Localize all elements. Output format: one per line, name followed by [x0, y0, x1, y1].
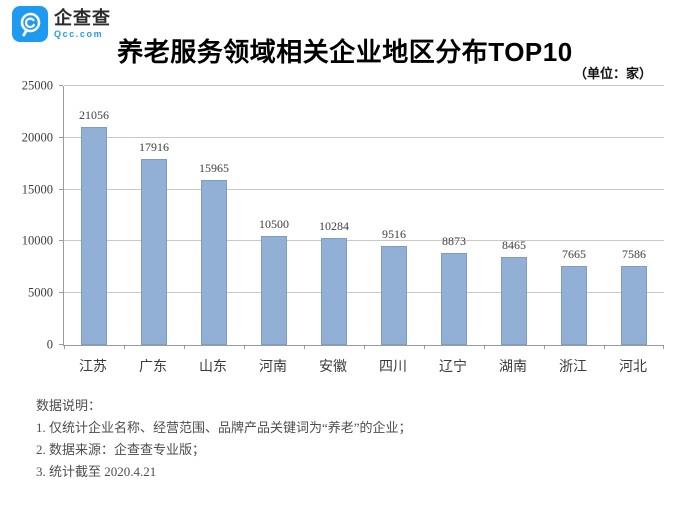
x-axis-category-label: 辽宁 — [439, 360, 467, 375]
logo-text: 企查查 Qcc.com — [54, 9, 111, 39]
bar-value-label: 10500 — [259, 217, 289, 232]
bar-value-label: 7665 — [562, 246, 586, 261]
x-axis-tick — [484, 345, 485, 349]
y-axis-tick — [59, 136, 63, 138]
qcc-magnifier-icon — [12, 6, 48, 42]
footnotes: 数据说明： 1. 仅统计企业名称、经营范围、品牌产品关键词为“养老”的企业； 2.… — [36, 395, 412, 483]
footnote-line: 1. 仅统计企业名称、经营范围、品牌产品关键词为“养老”的企业； — [36, 420, 412, 435]
gridline — [64, 240, 664, 242]
bar — [381, 246, 407, 345]
bar — [261, 236, 287, 345]
y-axis-tick — [59, 85, 63, 86]
bar — [81, 126, 107, 345]
gridline — [64, 188, 664, 190]
x-axis-category-label: 四川 — [379, 360, 407, 375]
x-axis-category-label: 山东 — [199, 360, 227, 375]
bar-value-label: 15965 — [199, 160, 229, 175]
plot-area: 21056 17916 15965 10500 10284 9516 8873 8465 766… — [59, 85, 664, 349]
footnote-lines: 1. 仅统计企业名称、经营范围、品牌产品关键词为“养老”的企业； 2. 数据来源：… — [36, 417, 412, 483]
x-axis-category-label: 河北 — [619, 360, 647, 375]
y-axis-tick — [59, 344, 63, 345]
bar — [141, 159, 167, 345]
gridline — [64, 292, 664, 294]
gridline — [64, 136, 664, 138]
unit-label: （单位：家） — [573, 66, 652, 81]
bar — [441, 253, 467, 345]
bar — [201, 179, 227, 345]
y-axis-tick-label: 10000 — [21, 233, 53, 248]
y-axis-tick — [59, 188, 63, 190]
x-axis-tick — [604, 345, 605, 349]
logo-icon-background — [12, 6, 48, 42]
logo-brand-name: 企查查 — [54, 8, 111, 28]
logo-domain: Qcc.com — [54, 29, 104, 39]
y-axis-labels: 0 5000 10000 15000 20000 25000 — [0, 79, 53, 352]
bar — [561, 265, 587, 345]
y-axis-tick-label: 5000 — [28, 285, 53, 300]
x-axis-tick — [364, 345, 365, 349]
y-axis-tick-label: 0 — [46, 337, 53, 352]
x-axis-tick — [544, 345, 545, 349]
y-axis-tick-label: 15000 — [21, 182, 53, 197]
y-axis-tick-label: 20000 — [21, 130, 53, 145]
bar-value-label: 21056 — [79, 107, 109, 122]
x-axis-category-label: 江苏 — [79, 360, 107, 375]
bar — [321, 238, 347, 345]
footnote-line: 3. 统计截至 2020.4.21 — [36, 464, 157, 479]
bar-value-label: 7586 — [622, 247, 646, 262]
x-axis-category-label: 安徽 — [319, 360, 347, 375]
x-axis-category-label: 湖南 — [499, 360, 527, 375]
footnote-line: 2. 数据来源：企查查专业版； — [36, 442, 206, 457]
x-axis-tick — [64, 345, 65, 349]
x-axis-category-label: 浙江 — [559, 360, 587, 375]
y-axis-tick — [59, 240, 63, 242]
bar — [621, 266, 647, 345]
bar-value-label: 17916 — [139, 140, 169, 155]
x-axis-labels: 江苏 广东 山东 河南 安徽 四川 辽宁 湖南 浙江 河北 — [63, 356, 663, 376]
y-axis-tick — [59, 292, 63, 294]
x-axis-tick — [184, 345, 185, 349]
x-axis-tick — [424, 345, 425, 349]
x-axis-tick — [663, 345, 664, 349]
x-axis-category-label: 广东 — [139, 360, 167, 375]
x-axis-tick — [124, 345, 125, 349]
x-axis-tick — [304, 345, 305, 349]
gridline — [64, 85, 664, 86]
qcc-logo: 企查查 Qcc.com — [12, 6, 111, 42]
bar — [501, 257, 527, 345]
x-axis-category-label: 河南 — [259, 360, 287, 375]
x-axis-tick — [244, 345, 245, 349]
footnote-heading: 数据说明： — [36, 398, 102, 413]
bar-value-label: 8873 — [442, 234, 466, 249]
bar-value-label: 10284 — [319, 219, 349, 234]
bar-value-label: 9516 — [382, 227, 406, 242]
y-axis-tick-label: 25000 — [21, 78, 53, 93]
bar-value-label: 8465 — [502, 238, 526, 253]
chart-title: 养老服务领域相关企业地区分布TOP10 — [117, 37, 573, 67]
